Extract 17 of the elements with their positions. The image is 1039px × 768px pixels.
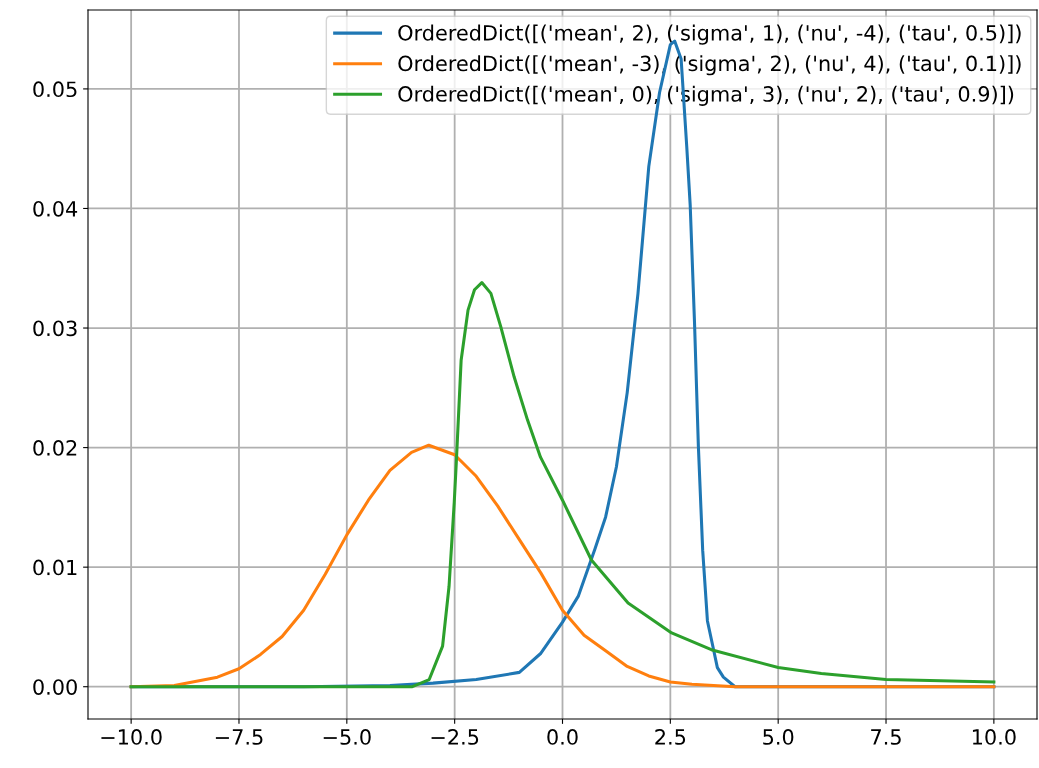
x-tick-label: −10.0: [101, 729, 162, 745]
line-series: [129, 281, 996, 689]
legend-label: OrderedDict([('mean', 2), ('sigma', 1), ('nu', -4), ('tau', 0.5)]): [398, 24, 1021, 45]
x-tick-label: −5.0: [323, 729, 371, 745]
x-tick-label: −7.5: [215, 729, 263, 745]
x-tick-label: −2.5: [431, 729, 479, 745]
y-tick-label: 0.05: [33, 81, 77, 98]
x-tick-label: 2.5: [655, 729, 686, 745]
y-tick-label: 0.03: [33, 320, 77, 337]
x-tick-label: 7.5: [871, 729, 901, 745]
y-tick-label: 0.02: [33, 440, 77, 456]
x-tick-label: 5.0: [763, 729, 794, 745]
y-tick-label: 0.00: [33, 679, 77, 695]
y-tick-label: 0.04: [33, 200, 78, 217]
x-tick-label: 10.0: [972, 729, 1016, 745]
y-tick-label: 0.01: [33, 559, 77, 576]
x-tick-label: 0.0: [547, 729, 578, 745]
